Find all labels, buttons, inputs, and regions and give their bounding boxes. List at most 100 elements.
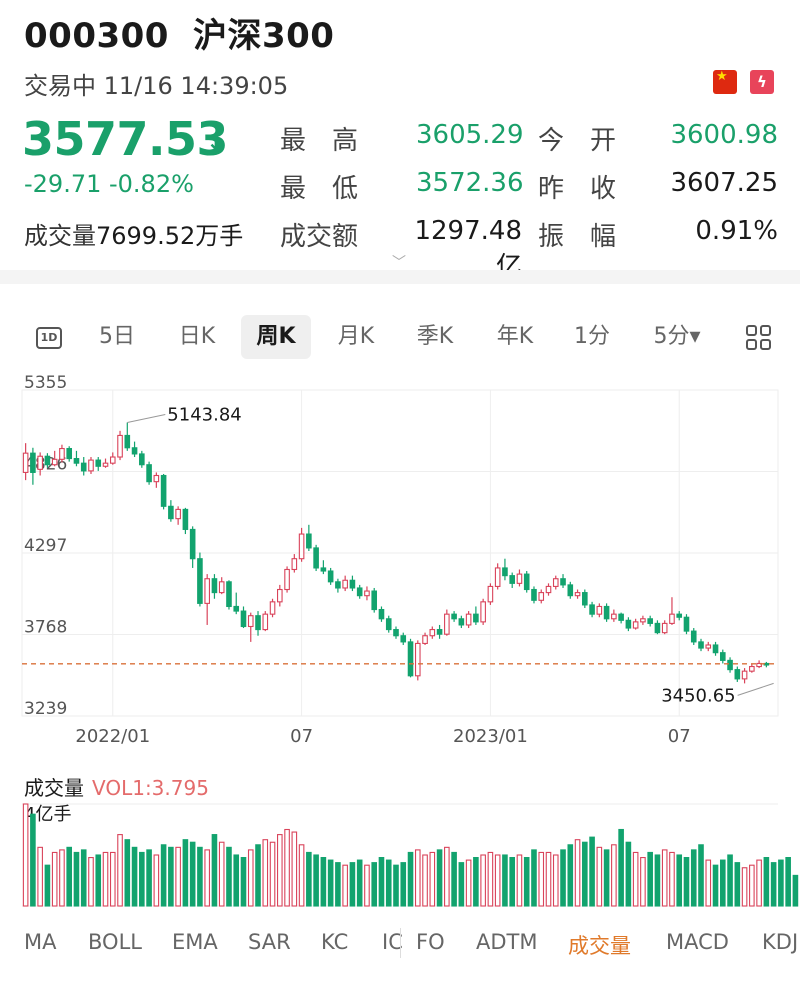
tab-5day[interactable]: 5日 <box>99 324 135 349</box>
tab-1min[interactable]: 1分 <box>574 324 610 349</box>
layout-grid-icon[interactable] <box>746 325 772 351</box>
volume-bar <box>705 859 712 907</box>
candle-body <box>393 629 399 637</box>
indicator-fo[interactable]: FO <box>416 930 445 954</box>
min-label-leader <box>737 682 774 696</box>
kline-chart[interactable]: 535548264297376832392022/01072023/010751… <box>0 372 800 762</box>
candle-body <box>109 456 116 464</box>
candle-body <box>509 575 515 584</box>
y-tick-label: 4297 <box>24 536 67 556</box>
tab-monthly-k[interactable]: 月K <box>337 324 375 349</box>
tab-weekly-k[interactable]: 周K <box>241 315 311 359</box>
stock-title: 000300 沪深300 <box>24 8 334 57</box>
candle-body <box>342 579 348 589</box>
indicator-boll[interactable]: BOLL <box>88 930 142 954</box>
indicator-ma[interactable]: MA <box>24 930 57 954</box>
candle-body <box>335 581 341 589</box>
expand-chevron-icon[interactable]: ﹀ <box>392 255 406 271</box>
tab-daily-k[interactable]: 日K <box>178 324 216 349</box>
tab-5min[interactable]: 5分▾ <box>653 324 701 349</box>
candle-body <box>531 588 537 601</box>
lightning-icon[interactable]: ϟ <box>750 70 774 94</box>
candle-body <box>502 567 508 577</box>
volume-bar <box>727 854 733 907</box>
current-price: 3577.53 <box>22 112 229 166</box>
volume-bar <box>473 856 479 907</box>
candle-body <box>712 644 719 654</box>
candle-body <box>647 618 653 624</box>
candle-body <box>298 533 305 560</box>
indicator-adtm[interactable]: ADTM <box>476 930 538 954</box>
volume-bar <box>458 862 465 907</box>
volume-bar <box>545 851 552 907</box>
candle-body <box>349 579 356 589</box>
indicator-volume[interactable]: 成交量 <box>568 934 631 958</box>
candle-body <box>538 592 545 601</box>
volume-bar <box>494 854 501 907</box>
indicator-kc[interactable]: KC <box>321 930 349 954</box>
candle-body <box>574 592 581 597</box>
candle-body <box>218 581 225 594</box>
candle-body <box>654 622 661 634</box>
volume-bar <box>356 859 363 907</box>
volume-bar <box>80 849 87 907</box>
candle-body <box>175 508 181 520</box>
tab-quarterly-k[interactable]: 季K <box>416 324 454 349</box>
volume-chart[interactable]: 4亿手 <box>0 798 800 910</box>
candle-body <box>545 585 552 594</box>
tab-1d-icon[interactable]: 1D <box>36 327 62 349</box>
x-tick-label: 2023/01 <box>453 726 528 747</box>
candle-body <box>741 670 748 680</box>
volume-bar <box>429 851 436 907</box>
volume-bar <box>378 856 385 907</box>
candle-body <box>444 613 450 635</box>
volume-bar <box>240 856 247 907</box>
indicator-bar: MA BOLL EMA SAR KC IC FO ADTM 成交量 MACD K… <box>0 930 800 960</box>
cn-flag-icon[interactable] <box>713 69 737 94</box>
volume-panel-title: 成交量 VOL1:3.795 <box>24 772 209 801</box>
volume-bar <box>342 864 348 907</box>
volume-bar <box>640 856 646 907</box>
volume-bar <box>669 851 675 907</box>
volume-bar <box>160 844 167 907</box>
volume-bar <box>284 828 290 907</box>
volume-bar <box>385 859 392 907</box>
price-change: -29.71 -0.82% <box>24 170 194 198</box>
candle-body <box>756 662 762 668</box>
volume-bar <box>444 846 450 907</box>
volume-bar <box>778 859 784 907</box>
volume-bar <box>44 864 51 907</box>
indicator-sar[interactable]: SAR <box>248 930 291 954</box>
candle-body <box>473 613 479 623</box>
volume-bar <box>422 854 428 907</box>
volume-bar <box>698 844 704 907</box>
candle-body <box>480 601 486 623</box>
indicator-ema[interactable]: EMA <box>172 930 218 954</box>
volume-bar <box>632 851 639 907</box>
volume-bar <box>313 854 319 907</box>
candle-body <box>640 618 646 623</box>
volume-bar <box>400 862 407 907</box>
candle-body <box>465 613 472 626</box>
volume-bar <box>414 849 421 907</box>
candle-body <box>269 601 276 615</box>
candle-body <box>131 447 138 455</box>
stock-name: 沪深300 <box>192 16 335 56</box>
quote-turnover-value: 1297.48亿 <box>414 216 522 282</box>
volume-bar <box>298 844 305 907</box>
volume-label: 成交量 <box>24 222 96 250</box>
indicator-macd[interactable]: MACD <box>666 930 729 954</box>
candle-body <box>487 585 494 603</box>
volume-bar <box>226 846 232 907</box>
volume-value: 7699.52万手 <box>96 222 244 250</box>
candle-body <box>669 613 675 624</box>
volume-bar <box>465 859 472 907</box>
candle-body <box>240 610 247 628</box>
tab-yearly-k[interactable]: 年K <box>496 324 534 349</box>
candle-body <box>182 508 189 530</box>
indicator-ic[interactable]: IC <box>382 930 403 954</box>
status-text: 交易中 <box>24 72 96 100</box>
trading-status: 交易中 11/16 14:39:05 <box>24 66 288 101</box>
indicator-kdj[interactable]: KDJ <box>762 930 799 954</box>
candle-body <box>226 581 232 608</box>
